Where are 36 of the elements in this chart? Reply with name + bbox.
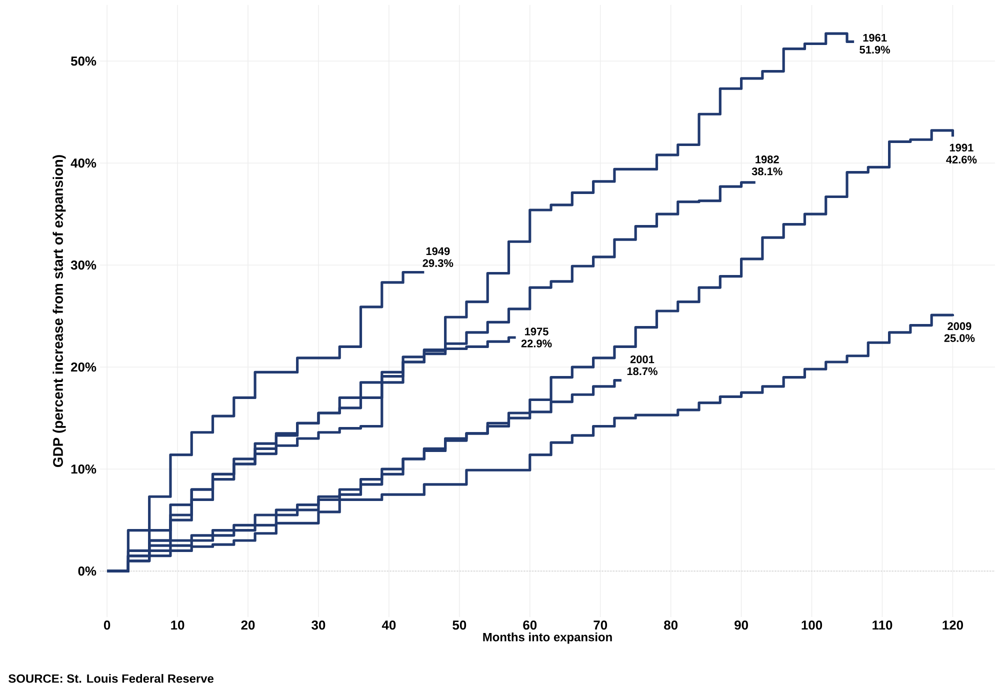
data-label: 18.7% <box>627 367 658 376</box>
data-label: 38.1% <box>752 168 782 176</box>
data-label: 22.9% <box>521 340 552 348</box>
y-tick-label: 50% <box>70 56 96 66</box>
x-tick-label: 60 <box>523 620 537 630</box>
series-label: 2001 <box>630 355 654 364</box>
y-tick-label: 20% <box>71 362 96 372</box>
y-axis-title: GDP (percent increase from start of expansion) <box>52 155 66 467</box>
x-tick-label: 20 <box>241 620 255 630</box>
x-tick-label: 30 <box>312 620 326 630</box>
y-tick-label: 40% <box>70 158 96 168</box>
data-label: 42.6% <box>946 156 977 164</box>
series-label: 1961 <box>863 34 887 42</box>
x-tick-label: 100 <box>802 620 822 630</box>
x-tick-label: 80 <box>664 620 678 630</box>
x-tick-label: 40 <box>382 620 396 630</box>
series-label: 1949 <box>426 247 450 256</box>
x-tick-label: 50 <box>452 620 466 630</box>
series-label: 1975 <box>525 328 548 336</box>
y-tick-label: 30% <box>70 260 96 270</box>
x-tick-label: 0 <box>104 620 110 630</box>
series-label: 2009 <box>948 322 972 330</box>
x-tick-label: 120 <box>942 620 963 630</box>
x-tick-label: 90 <box>734 620 748 630</box>
x-axis-title: Months into expansion <box>483 632 612 644</box>
x-tick-label: 10 <box>171 620 184 630</box>
source-note: SOURCE: St. Louis Federal Reserve <box>8 674 214 683</box>
y-tick-label: 0% <box>78 566 96 576</box>
data-label: 51.9% <box>860 46 890 54</box>
series-label: 1991 <box>950 144 974 152</box>
data-label: 25.0% <box>944 334 975 342</box>
series-label: 1982 <box>756 156 779 164</box>
data-label: 29.3% <box>422 259 454 268</box>
x-tick-label: 70 <box>594 620 608 630</box>
x-tick-label: 110 <box>872 620 892 630</box>
y-tick-label: 10% <box>71 464 96 474</box>
